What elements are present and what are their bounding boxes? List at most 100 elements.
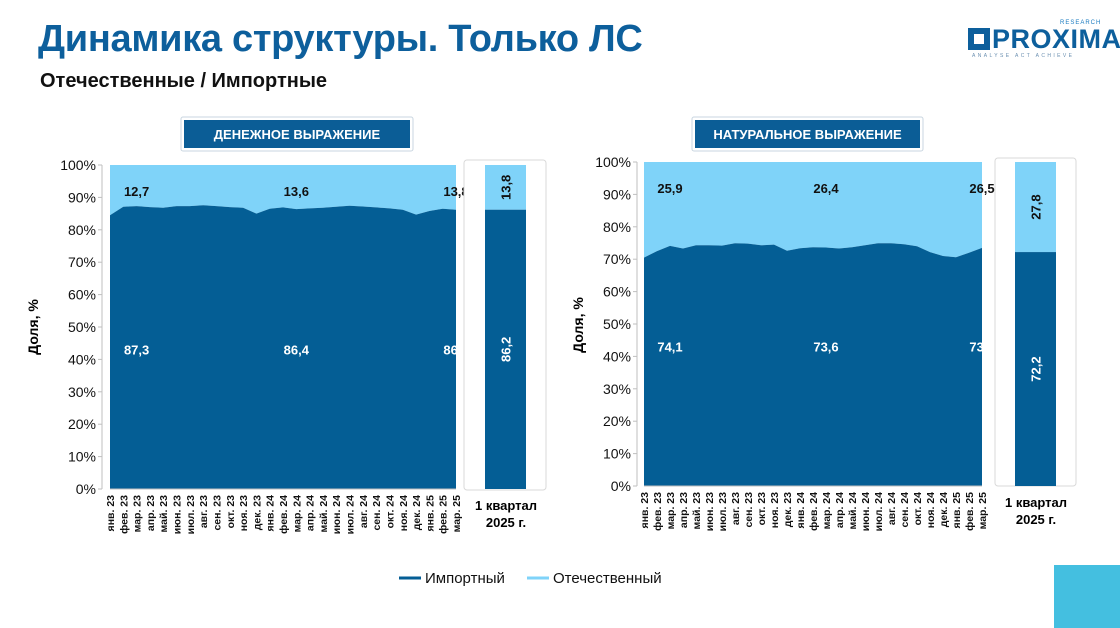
logo-superscript: RESEARCH: [1060, 20, 1102, 26]
data-label-domestic-natural: 25,9: [657, 181, 682, 196]
x-tick-label-natural: янв. 24: [795, 492, 807, 529]
page-title: Динамика структуры. Только ЛС: [38, 18, 643, 60]
x-tick-label-natural: авг. 23: [730, 492, 742, 525]
x-tick-label-natural: июл. 23: [717, 492, 729, 532]
logo-square-icon: [968, 28, 990, 50]
x-tick-label-money: авг. 24: [358, 495, 370, 528]
x-tick-label-natural: ноя. 23: [769, 492, 781, 528]
x-tick-label-money: янв. 24: [265, 495, 277, 532]
y-tick-label-money: 80%: [68, 222, 96, 238]
x-tick-label-money: фев. 24: [278, 495, 290, 534]
x-tick-label-money: янв. 23: [105, 495, 117, 532]
x-tick-label-money: июн. 24: [331, 495, 343, 534]
x-tick-label-natural: янв. 25: [951, 492, 963, 529]
x-tick-label-money: мар. 25: [451, 495, 463, 533]
x-tick-label-money: мар. 23: [132, 495, 144, 533]
x-tick-label-money: окт. 24: [384, 495, 396, 529]
x-tick-label-money: фев. 25: [438, 495, 450, 534]
x-tick-label-natural: ноя. 24: [925, 492, 937, 528]
chart-title-money: ДЕНЕЖНОЕ ВЫРАЖЕНИЕ: [214, 127, 381, 142]
y-tick-label-natural: 40%: [603, 348, 631, 364]
y-tick-label-natural: 10%: [603, 446, 631, 462]
y-tick-label-natural: 0%: [611, 478, 631, 494]
summary-label-domestic-natural: 27,8: [1029, 194, 1044, 219]
summary-category-label-natural: 1 квартал: [1005, 495, 1067, 510]
area-series-import-money: [110, 205, 456, 489]
logo-tagline: ANALYSE ACT ACHIEVE: [972, 53, 1075, 59]
data-label-import-money: 86,2: [443, 343, 468, 358]
x-tick-label-natural: янв. 23: [639, 492, 651, 529]
x-tick-label-money: май. 24: [318, 495, 330, 533]
summary-category-label-money: 1 квартал: [475, 498, 537, 513]
y-tick-label-natural: 70%: [603, 251, 631, 267]
x-tick-label-money: мар. 24: [291, 495, 303, 533]
x-tick-label-natural: июн. 24: [860, 492, 872, 531]
x-tick-label-natural: июл. 24: [873, 492, 885, 532]
legend-label-import: Импортный: [425, 570, 505, 587]
y-tick-label-natural: 30%: [603, 381, 631, 397]
x-tick-label-money: май. 23: [158, 495, 170, 533]
x-tick-label-money: янв. 25: [424, 495, 436, 532]
x-tick-label-natural: апр. 23: [678, 492, 690, 528]
x-tick-label-money: ноя. 24: [398, 495, 410, 531]
summary-bar-import-money: [485, 209, 526, 489]
x-tick-label-money: апр. 24: [305, 495, 317, 531]
x-tick-label-natural: мар. 25: [977, 492, 989, 530]
x-tick-label-natural: авг. 24: [886, 492, 898, 525]
y-tick-label-natural: 90%: [603, 186, 631, 202]
summary-label-import-natural: 72,2: [1029, 356, 1044, 381]
x-tick-label-money: сен. 23: [211, 495, 223, 531]
data-label-domestic-money: 13,6: [284, 184, 309, 199]
summary-label-domestic-money: 13,8: [499, 175, 514, 200]
corner-decoration: [1054, 565, 1120, 628]
x-tick-label-money: авг. 23: [198, 495, 210, 528]
area-series-import-natural: [644, 243, 982, 486]
logo-text: PROXIMA: [992, 24, 1120, 54]
x-tick-label-natural: июн. 23: [704, 492, 716, 531]
x-tick-label-money: дек. 24: [411, 495, 423, 530]
y-tick-label-money: 100%: [60, 157, 96, 173]
x-tick-label-money: июл. 24: [345, 495, 357, 535]
data-label-domestic-money: 12,7: [124, 184, 149, 199]
data-label-import-money: 87,3: [124, 343, 149, 358]
x-tick-label-natural: сен. 24: [899, 492, 911, 528]
data-label-domestic-money: 13,8: [443, 184, 468, 199]
x-tick-label-natural: апр. 24: [834, 492, 846, 528]
x-tick-label-natural: окт. 23: [756, 492, 768, 526]
x-tick-label-natural: фев. 25: [964, 492, 976, 531]
data-label-import-natural: 73,6: [813, 340, 838, 355]
x-tick-label-money: июл. 23: [185, 495, 197, 535]
x-tick-label-natural: сен. 23: [743, 492, 755, 528]
y-tick-label-natural: 20%: [603, 413, 631, 429]
summary-category-label-money: 2025 г.: [486, 515, 526, 530]
y-tick-label-natural: 60%: [603, 284, 631, 300]
data-label-import-natural: 73,5: [969, 340, 994, 355]
y-tick-label-natural: 80%: [603, 219, 631, 235]
data-label-import-money: 86,4: [284, 343, 310, 358]
x-tick-label-money: окт. 23: [225, 495, 237, 529]
area-series-domestic-natural: [644, 162, 982, 258]
x-tick-label-natural: фев. 23: [652, 492, 664, 531]
x-tick-label-money: июн. 23: [172, 495, 184, 534]
y-tick-label-money: 30%: [68, 384, 96, 400]
y-tick-label-money: 60%: [68, 287, 96, 303]
summary-bar-domestic-natural: [1015, 162, 1056, 253]
summary-bar-domestic-money: [485, 165, 526, 210]
chart-title-natural: НАТУРАЛЬНОЕ ВЫРАЖЕНИЕ: [713, 127, 902, 142]
y-tick-label-money: 90%: [68, 189, 96, 205]
data-label-import-natural: 74,1: [657, 340, 682, 355]
summary-label-import-money: 86,2: [499, 337, 514, 362]
chart-title-box-money: [184, 120, 410, 148]
y-tick-label-money: 20%: [68, 416, 96, 432]
x-tick-label-natural: окт. 24: [912, 492, 924, 526]
data-label-domestic-natural: 26,4: [813, 181, 839, 196]
y-tick-label-money: 50%: [68, 319, 96, 335]
x-tick-label-natural: дек. 24: [938, 492, 950, 527]
x-tick-label-money: апр. 23: [145, 495, 157, 531]
x-tick-label-natural: май. 23: [691, 492, 703, 530]
legend-label-domestic: Отечественный: [553, 570, 662, 587]
y-tick-label-natural: 50%: [603, 316, 631, 332]
y-tick-label-money: 0%: [76, 481, 96, 497]
y-tick-label-money: 10%: [68, 449, 96, 465]
